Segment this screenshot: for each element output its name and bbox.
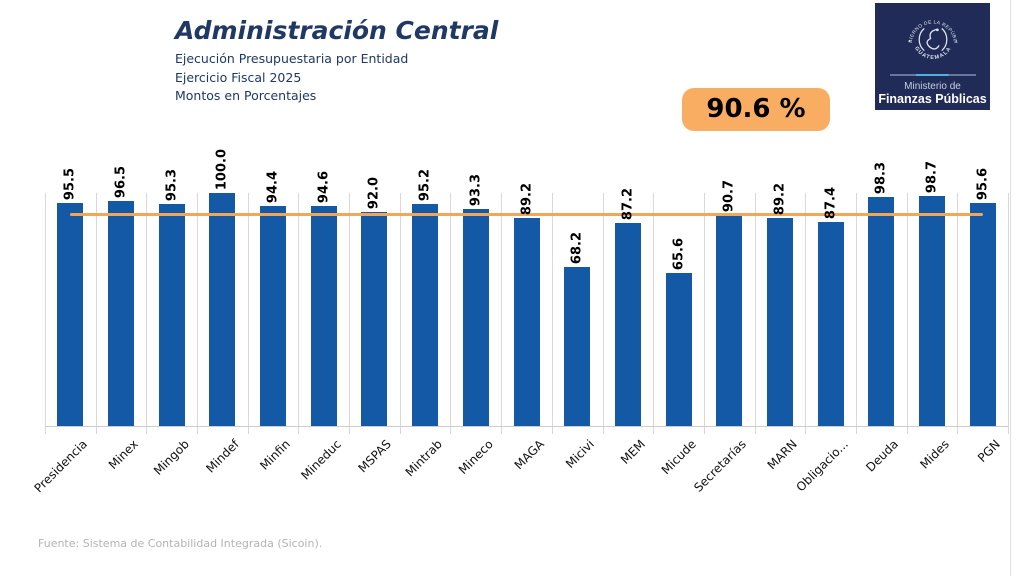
bar-value-label: 68.2 bbox=[569, 232, 585, 265]
ministerio-finanzas-logo: GOBIERNO DE LA REPÚBLICA GUATEMALA Minis… bbox=[875, 3, 990, 110]
category-label: Presidencia bbox=[31, 437, 91, 496]
bar-presidencia bbox=[57, 203, 84, 426]
page-title: Administración Central bbox=[175, 16, 499, 45]
x-axis-line bbox=[45, 426, 1008, 427]
bar-mingob bbox=[158, 203, 185, 426]
reference-line bbox=[70, 213, 983, 217]
bar-value-label: 95.5 bbox=[62, 168, 78, 201]
bar-value-label: 89.2 bbox=[772, 183, 788, 216]
bar-mides bbox=[918, 196, 945, 426]
bar-value-label: 95.3 bbox=[164, 168, 180, 201]
bar-mem bbox=[614, 222, 641, 426]
bar-maga bbox=[513, 218, 540, 426]
gridline bbox=[298, 193, 300, 434]
bar-value-label: 89.2 bbox=[519, 183, 534, 216]
bar-value-label: 87.4 bbox=[823, 187, 839, 220]
bar-mindef bbox=[209, 193, 236, 426]
gridline bbox=[450, 193, 452, 434]
gridline bbox=[349, 193, 351, 434]
bar-value-label: 98.7 bbox=[924, 160, 940, 194]
bar-value-label: 95.6 bbox=[975, 168, 991, 201]
bar-micude bbox=[665, 273, 692, 426]
guatemala-seal-icon: GOBIERNO DE LA REPÚBLICA GUATEMALA bbox=[902, 10, 958, 61]
gridline bbox=[45, 193, 46, 434]
slide-edge-line bbox=[1010, 0, 1011, 576]
gridline bbox=[805, 193, 807, 434]
bar-pgn bbox=[969, 203, 996, 426]
gridline bbox=[1008, 193, 1009, 434]
average-execution-badge: 90.6 % bbox=[682, 88, 830, 131]
bar-mintrab bbox=[412, 204, 439, 426]
logo-ministry-text: Ministerio de bbox=[904, 81, 961, 92]
bar-value-label: 94.4 bbox=[265, 170, 281, 204]
gridline bbox=[399, 193, 401, 434]
bar-minfin bbox=[260, 206, 287, 426]
bar-value-label: 100.0 bbox=[214, 148, 230, 190]
gridline bbox=[653, 193, 655, 434]
bar-value-label: 65.6 bbox=[671, 238, 687, 271]
bar-deuda bbox=[868, 196, 895, 426]
bar-secretar-as bbox=[716, 214, 743, 426]
gridline bbox=[703, 193, 705, 434]
gridline bbox=[95, 193, 97, 434]
bar-value-label: 96.5 bbox=[113, 166, 129, 199]
bar-minex bbox=[108, 201, 135, 426]
bar-value-label: 95.2 bbox=[417, 169, 433, 202]
bar-marn bbox=[766, 218, 793, 426]
source-note: Fuente: Sistema de Contabilidad Integrad… bbox=[38, 537, 323, 550]
bar-obligacio bbox=[817, 222, 844, 426]
gridline bbox=[197, 193, 199, 434]
bar-mineco bbox=[462, 208, 489, 426]
gridline bbox=[906, 193, 908, 434]
chart-header: Administración Central Ejecución Presupu… bbox=[175, 16, 498, 106]
gridline bbox=[957, 193, 959, 434]
gridline bbox=[247, 193, 249, 434]
bar-value-label: 98.3 bbox=[873, 161, 889, 194]
bar-mspas bbox=[361, 211, 388, 426]
subtitle-line-1: Ejecución Presupuestaria por Entidad bbox=[175, 51, 409, 66]
chart-subtitle-block: Ejecución Presupuestaria por Entidad Eje… bbox=[175, 50, 498, 106]
bar-value-label: 94.6 bbox=[316, 170, 332, 203]
gridline bbox=[754, 193, 756, 434]
bar-value-label: 90.7 bbox=[721, 179, 737, 212]
gridline bbox=[146, 193, 148, 434]
subtitle-line-2: Ejercicio Fiscal 2025 bbox=[175, 69, 302, 85]
bar-mineduc bbox=[310, 205, 337, 426]
logo-finanzas-text: Finanzas Públicas bbox=[878, 92, 987, 106]
bar-value-label: 92.0 bbox=[366, 176, 382, 209]
gridline bbox=[551, 193, 553, 434]
gridline bbox=[602, 193, 604, 434]
bar-micivi bbox=[564, 267, 591, 426]
gridline bbox=[501, 193, 503, 434]
bar-value-label: 93.3 bbox=[468, 173, 484, 206]
gridline bbox=[855, 193, 857, 434]
logo-divider bbox=[889, 74, 976, 76]
subtitle-line-3: Montos en Porcentajes bbox=[175, 88, 317, 103]
bar-value-label: 87.2 bbox=[620, 187, 636, 220]
